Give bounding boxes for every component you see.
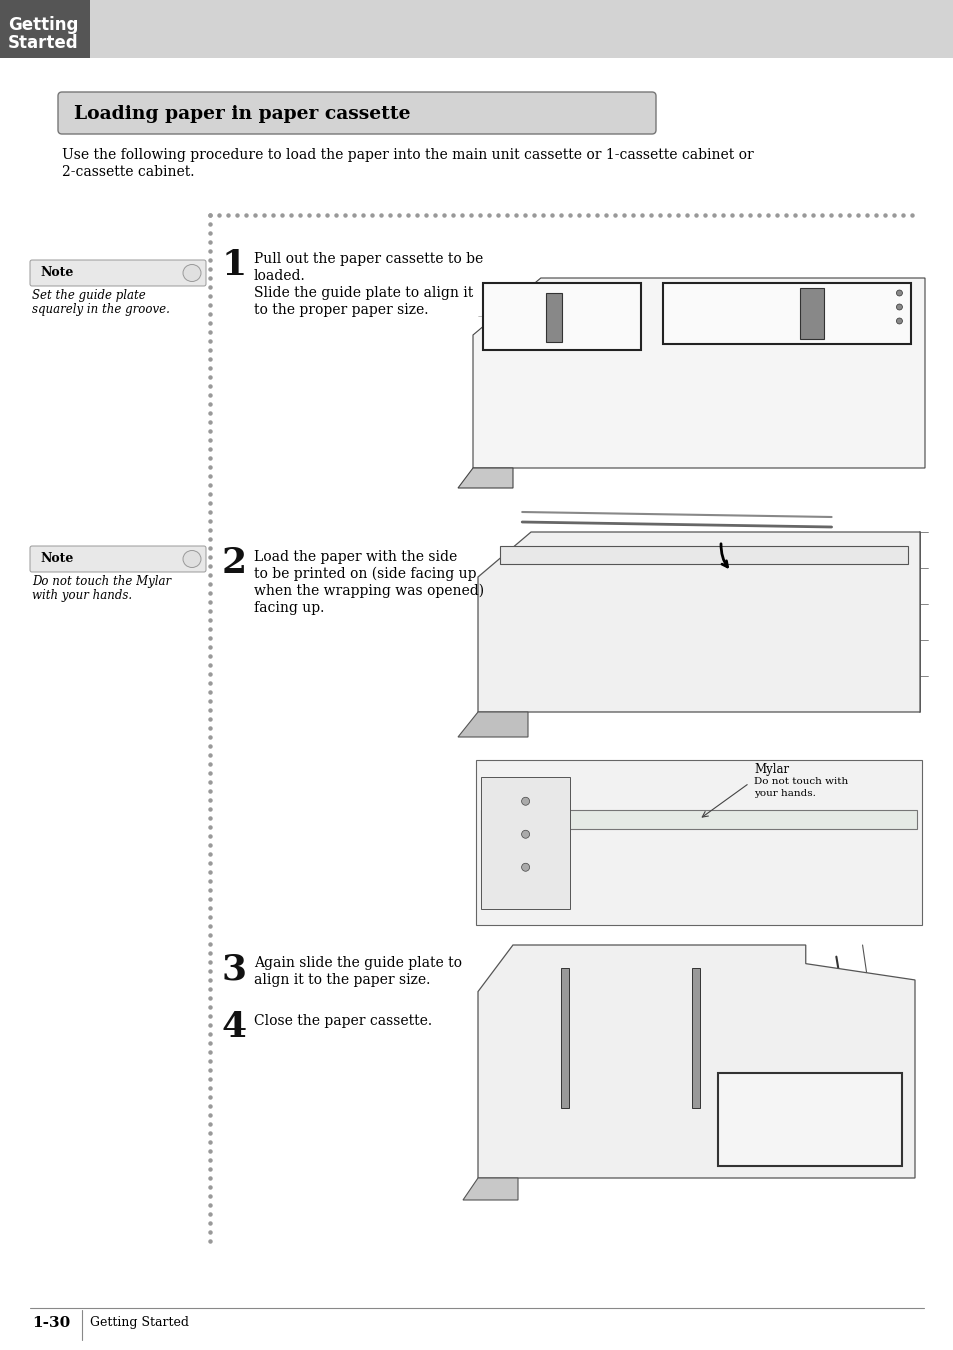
Text: Pull out the paper cassette to be: Pull out the paper cassette to be (253, 252, 483, 266)
Ellipse shape (896, 290, 902, 296)
Ellipse shape (896, 304, 902, 310)
Polygon shape (692, 968, 700, 1108)
Text: Mylar: Mylar (754, 763, 789, 776)
Polygon shape (480, 810, 916, 829)
Text: with your hands.: with your hands. (32, 589, 132, 602)
Polygon shape (473, 278, 924, 468)
Text: 1: 1 (222, 248, 247, 282)
Polygon shape (546, 293, 561, 342)
Polygon shape (799, 288, 823, 339)
Bar (468, 745, 929, 936)
Bar (468, 217, 929, 478)
Text: Again slide the guide plate to: Again slide the guide plate to (253, 956, 461, 971)
Ellipse shape (183, 265, 201, 282)
Bar (482, 284, 640, 350)
Text: loaded.: loaded. (253, 269, 305, 284)
Text: to the proper paper size.: to the proper paper size. (253, 302, 428, 317)
Polygon shape (457, 711, 527, 737)
Polygon shape (480, 776, 570, 909)
Text: squarely in the groove.: squarely in the groove. (32, 302, 170, 316)
Polygon shape (499, 547, 907, 564)
Bar (662, 284, 910, 344)
Text: facing up.: facing up. (253, 601, 324, 616)
Text: your hands.: your hands. (754, 788, 816, 798)
Text: Do not touch with: Do not touch with (754, 778, 848, 786)
Text: Loading paper in paper cassette: Loading paper in paper cassette (74, 105, 410, 123)
Bar (468, 925, 929, 1193)
Polygon shape (477, 532, 919, 711)
Text: Note: Note (40, 552, 73, 566)
Polygon shape (560, 968, 569, 1108)
Ellipse shape (183, 551, 201, 567)
Text: Started: Started (8, 34, 78, 53)
Text: Getting Started: Getting Started (90, 1316, 189, 1328)
FancyBboxPatch shape (30, 545, 206, 572)
Polygon shape (477, 945, 914, 1179)
Bar (718, 1073, 901, 1166)
Text: Use the following procedure to load the paper into the main unit cassette or 1-c: Use the following procedure to load the … (62, 148, 753, 162)
Text: Note: Note (40, 266, 73, 279)
Bar (0, 0, 90, 58)
Polygon shape (457, 468, 513, 487)
Text: align it to the paper size.: align it to the paper size. (253, 973, 430, 987)
Text: Load the paper with the side: Load the paper with the side (253, 549, 456, 564)
Ellipse shape (521, 798, 529, 805)
Ellipse shape (896, 319, 902, 324)
FancyBboxPatch shape (30, 261, 206, 286)
Text: Slide the guide plate to align it: Slide the guide plate to align it (253, 286, 473, 300)
Ellipse shape (521, 863, 529, 871)
Bar (90, 0, 953, 58)
Text: Set the guide plate: Set the guide plate (32, 289, 146, 302)
Bar (476, 760, 921, 925)
Ellipse shape (521, 830, 529, 838)
Text: Do not touch the Mylar: Do not touch the Mylar (32, 575, 171, 589)
Text: 2-cassette cabinet.: 2-cassette cabinet. (62, 165, 194, 180)
Text: to be printed on (side facing up: to be printed on (side facing up (253, 567, 476, 582)
Text: Getting: Getting (8, 16, 78, 34)
Text: 2: 2 (222, 545, 247, 580)
Text: Close the paper cassette.: Close the paper cassette. (253, 1014, 432, 1027)
Text: when the wrapping was opened): when the wrapping was opened) (253, 585, 483, 598)
Bar (468, 502, 929, 728)
Text: 4: 4 (222, 1010, 247, 1044)
Text: 1-30: 1-30 (32, 1316, 71, 1330)
Text: 3: 3 (222, 952, 247, 986)
FancyBboxPatch shape (58, 92, 656, 134)
Polygon shape (462, 1179, 517, 1200)
